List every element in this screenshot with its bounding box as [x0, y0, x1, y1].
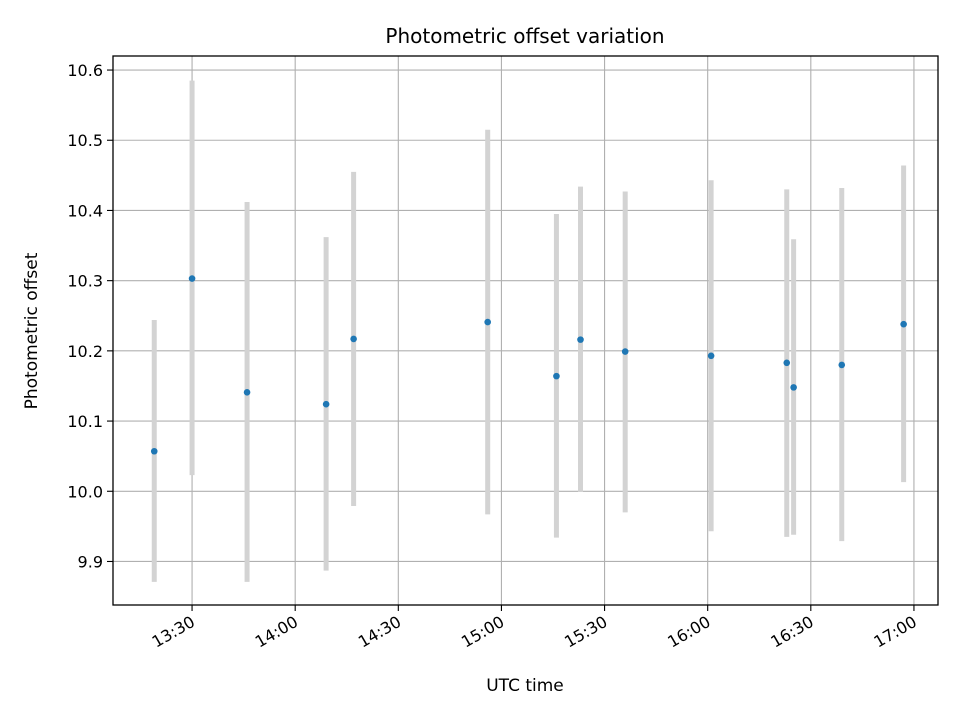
data-point — [838, 361, 846, 369]
data-point — [188, 275, 196, 282]
y-tick-label: 10.6 — [67, 61, 103, 80]
data-point — [350, 335, 357, 343]
data-point — [243, 388, 251, 396]
y-tick-label: 10.0 — [67, 482, 103, 501]
data-point — [150, 447, 158, 455]
data-point — [322, 400, 330, 408]
chart-title: Photometric offset variation — [385, 24, 664, 48]
data-point — [900, 320, 907, 328]
y-axis-ticks: 9.9 10.0 10.1 10.2 10.3 10.4 10.5 10.6 — [67, 61, 113, 571]
plot-frame — [112, 55, 939, 606]
data-point — [577, 336, 584, 343]
grid-lines — [113, 56, 938, 605]
y-tick-label: 10.4 — [67, 201, 103, 220]
data-point — [484, 318, 491, 326]
y-tick-label: 9.9 — [78, 552, 103, 571]
y-axis-label: Photometric offset — [22, 252, 42, 409]
data-points — [150, 275, 907, 455]
y-tick-label: 10.1 — [67, 412, 103, 431]
data-point — [790, 384, 797, 391]
data-point — [707, 352, 715, 360]
data-point — [553, 372, 560, 380]
y-tick-label: 10.5 — [67, 131, 103, 150]
data-point — [621, 348, 629, 355]
x-axis-label: UTC time — [486, 676, 564, 696]
data-point — [783, 359, 791, 367]
y-tick-label: 10.3 — [67, 272, 103, 291]
y-tick-label: 10.2 — [67, 342, 103, 361]
